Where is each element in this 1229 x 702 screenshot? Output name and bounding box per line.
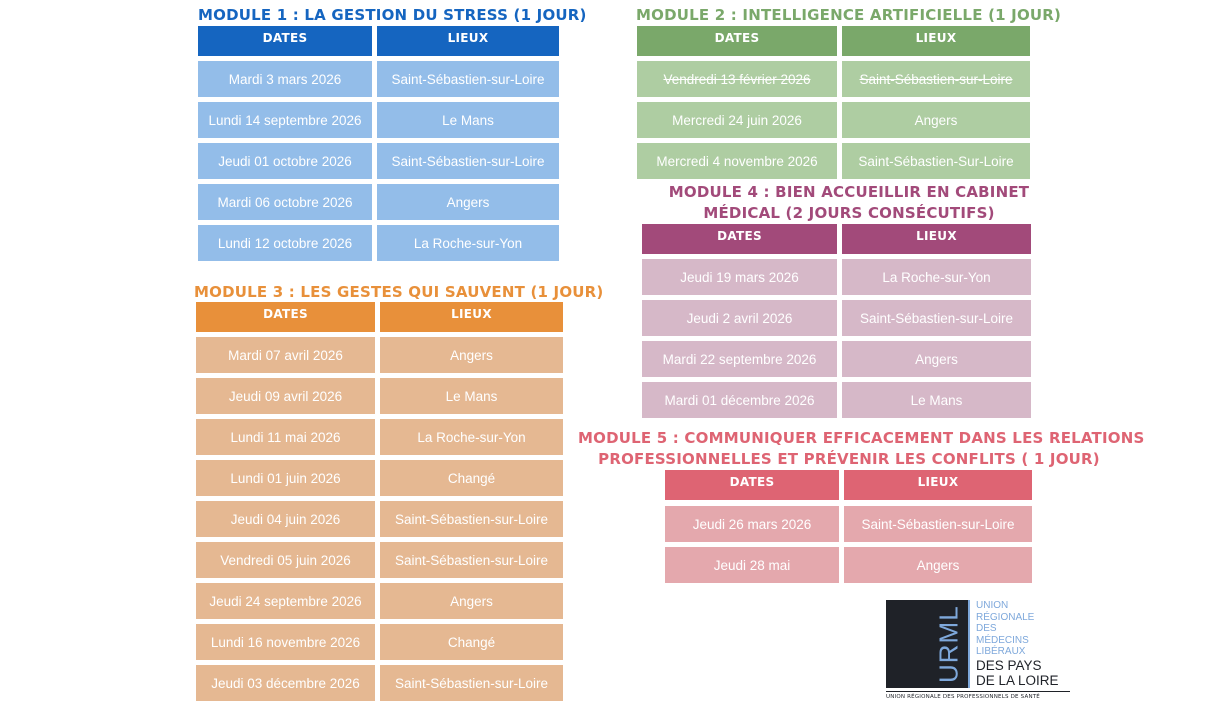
date-cell: Mercredi 4 novembre 2026 [637, 143, 837, 179]
lieu-cell: Angers [377, 184, 559, 220]
module-5-title: MODULE 5 : COMMUNIQUER EFFICACEMENT DANS… [578, 428, 1145, 470]
date-cell: Lundi 12 octobre 2026 [198, 225, 372, 261]
lieu-cell: Saint-Sébastien-sur-Loire [380, 542, 563, 578]
date-cell: Mardi 22 septembre 2026 [642, 341, 837, 377]
logo-small-line: UNION [976, 600, 1009, 611]
date-cell: Vendredi 05 juin 2026 [196, 542, 375, 578]
date-cell: Jeudi 26 mars 2026 [665, 506, 839, 542]
lieu-cell: Saint-Sébastien-sur-Loire [380, 665, 563, 701]
logo-small-line: LIBÉRAUX [976, 646, 1026, 657]
lieu-cell: Saint-Sébastien-sur-Loire [377, 61, 559, 97]
module-3-title: MODULE 3 : LES GESTES QUI SAUVENT (1 JOU… [194, 283, 604, 301]
date-cell: Lundi 14 septembre 2026 [198, 102, 372, 138]
dates-header: DATES [642, 224, 837, 254]
logo-rule [886, 691, 1070, 692]
date-cell: Lundi 01 juin 2026 [196, 460, 375, 496]
date-cell: Jeudi 24 septembre 2026 [196, 583, 375, 619]
lieux-header: LIEUX [380, 302, 563, 332]
dates-header: DATES [196, 302, 375, 332]
logo-small-line: MÉDECINS [976, 634, 1029, 646]
module-5-title-line2: PROFESSIONNELLES ET PRÉVENIR LES CONFLIT… [598, 450, 1100, 468]
date-cell: Mercredi 24 juin 2026 [637, 102, 837, 138]
logo-footer: UNION RÉGIONALE DES PROFESSIONNELS DE SA… [886, 694, 1040, 700]
logo-mark-box [886, 600, 970, 688]
lieu-cell: Angers [844, 547, 1032, 583]
lieux-header: LIEUX [844, 470, 1032, 500]
date-cell: Mardi 01 décembre 2026 [642, 382, 837, 418]
date-cell: Vendredi 13 février 2026 [637, 61, 837, 97]
lieu-cell: La Roche-sur-Yon [377, 225, 559, 261]
lieux-header: LIEUX [842, 26, 1030, 56]
date-cell: Jeudi 01 octobre 2026 [198, 143, 372, 179]
logo-big-line: DE LA LOIRE [976, 673, 1059, 688]
module-5-title-line1: MODULE 5 : COMMUNIQUER EFFICACEMENT DANS… [578, 429, 1145, 447]
lieu-cell: Saint-Sébastien-Sur-Loire [842, 143, 1030, 179]
lieu-cell: Saint-Sébastien-sur-Loire [377, 143, 559, 179]
module-1-title: MODULE 1 : LA GESTION DU STRESS (1 JOUR) [198, 6, 587, 24]
lieu-cell: Saint-Sébastien-sur-Loire [842, 61, 1030, 97]
urml-logo: URML UNION RÉGIONALE DES MÉDECINS LIBÉRA… [884, 600, 1074, 702]
date-cell: Jeudi 04 juin 2026 [196, 501, 375, 537]
date-cell: Mardi 3 mars 2026 [198, 61, 372, 97]
lieu-cell: Le Mans [377, 102, 559, 138]
date-cell: Jeudi 2 avril 2026 [642, 300, 837, 336]
lieu-cell: La Roche-sur-Yon [842, 259, 1031, 295]
lieu-cell: Changé [380, 624, 563, 660]
date-cell: Jeudi 03 décembre 2026 [196, 665, 375, 701]
logo-small-text: UNION RÉGIONALE DES MÉDECINS LIBÉRAUX [976, 600, 1034, 658]
lieu-cell: Saint-Sébastien-sur-Loire [380, 501, 563, 537]
lieu-cell: Changé [380, 460, 563, 496]
module-2-title: MODULE 2 : INTELLIGENCE ARTIFICIELLE (1 … [636, 6, 1062, 24]
lieux-header: LIEUX [377, 26, 559, 56]
date-cell: Mardi 07 avril 2026 [196, 337, 375, 373]
logo-region-text: DES PAYS DE LA LOIRE [976, 658, 1059, 688]
date-cell: Mardi 06 octobre 2026 [198, 184, 372, 220]
date-cell: Lundi 11 mai 2026 [196, 419, 375, 455]
logo-small-line: RÉGIONALE [976, 611, 1035, 623]
lieu-cell: Le Mans [380, 378, 563, 414]
dates-header: DATES [637, 26, 837, 56]
lieu-cell: Saint-Sébastien-sur-Loire [842, 300, 1031, 336]
dates-header: DATES [665, 470, 839, 500]
dates-header: DATES [198, 26, 372, 56]
lieu-cell: Angers [842, 341, 1031, 377]
lieu-cell: Angers [380, 583, 563, 619]
module-4-title-line2: MÉDICAL (2 JOURS CONSÉCUTIFS) [703, 204, 995, 222]
lieu-cell: Angers [380, 337, 563, 373]
logo-divider [968, 600, 970, 688]
logo-small-line: DES [976, 623, 997, 634]
logo-big-line: DES PAYS [976, 658, 1042, 673]
date-cell: Jeudi 09 avril 2026 [196, 378, 375, 414]
module-4-title-line1: MODULE 4 : BIEN ACCUEILLIR EN CABINET [668, 183, 1030, 201]
lieu-cell: Angers [842, 102, 1030, 138]
lieux-header: LIEUX [842, 224, 1031, 254]
lieu-cell: Le Mans [842, 382, 1031, 418]
lieu-cell: La Roche-sur-Yon [380, 419, 563, 455]
module-4-title: MODULE 4 : BIEN ACCUEILLIR EN CABINET MÉ… [642, 182, 1056, 224]
date-cell: Jeudi 19 mars 2026 [642, 259, 837, 295]
date-cell: Lundi 16 novembre 2026 [196, 624, 375, 660]
lieu-cell: Saint-Sébastien-sur-Loire [844, 506, 1032, 542]
date-cell: Jeudi 28 mai [665, 547, 839, 583]
logo-mark-text: URML [933, 605, 964, 683]
